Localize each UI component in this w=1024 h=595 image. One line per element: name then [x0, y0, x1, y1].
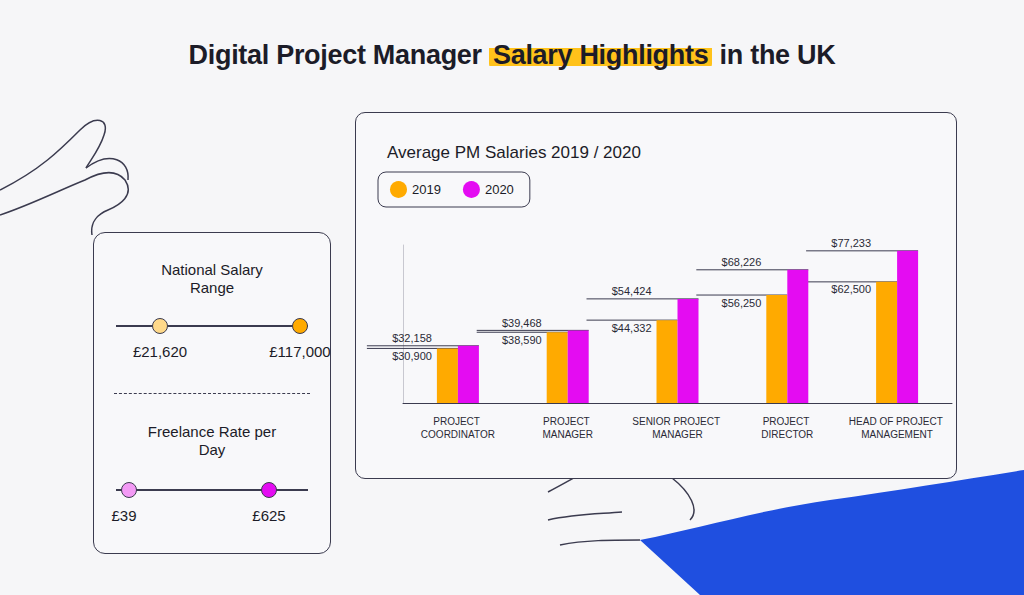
- html-text:£39: £39: [111, 507, 137, 524]
- svg-text:MANAGEMENT: MANAGEMENT: [861, 429, 933, 440]
- html-text:Digital Project Manager Salary: Digital Project Manager Salary Highlight…: [188, 40, 836, 70]
- svg-text:$68,226: $68,226: [722, 256, 762, 268]
- html-text:Freelance Rate per Day: Freelance Rate per Day: [147, 423, 277, 458]
- svg-text:$30,900: $30,900: [392, 350, 432, 362]
- svg-text:$38,590: $38,590: [502, 334, 542, 346]
- svg-text:$62,500: $62,500: [831, 283, 871, 295]
- svg-text:HEAD OF PROJECT: HEAD OF PROJECT: [849, 416, 946, 427]
- html-text:£21,620: £21,620: [132, 343, 188, 360]
- svg-text:MANAGER: MANAGER: [542, 429, 593, 440]
- svg-text:2019: 2019: [412, 182, 441, 197]
- svg-text:Average PM Salaries 2019 / 202: Average PM Salaries 2019 / 2020: [387, 143, 641, 162]
- svg-text:DIRECTOR: DIRECTOR: [761, 429, 813, 440]
- svg-text:$39,468: $39,468: [502, 317, 542, 329]
- svg-text:2020: 2020: [485, 182, 514, 197]
- svg-text:$77,233: $77,233: [831, 237, 871, 249]
- html-text:National Salary Range: National Salary Range: [161, 261, 263, 296]
- svg-text:PROJECT: PROJECT: [543, 416, 592, 427]
- svg-text:PROJECT: PROJECT: [763, 416, 812, 427]
- html-text:£625: £625: [252, 507, 286, 524]
- svg-text:$56,250: $56,250: [722, 297, 762, 309]
- svg-text:SENIOR PROJECT: SENIOR PROJECT: [632, 416, 722, 427]
- html-text:£117,000: £117,000: [269, 343, 331, 360]
- svg-text:$54,424: $54,424: [612, 285, 652, 297]
- svg-text:$32,158: $32,158: [392, 332, 432, 344]
- svg-text:$44,332: $44,332: [612, 322, 652, 334]
- svg-text:COORDINATOR: COORDINATOR: [421, 429, 495, 440]
- svg-text:MANAGER: MANAGER: [652, 429, 703, 440]
- svg-text:PROJECT: PROJECT: [433, 416, 482, 427]
